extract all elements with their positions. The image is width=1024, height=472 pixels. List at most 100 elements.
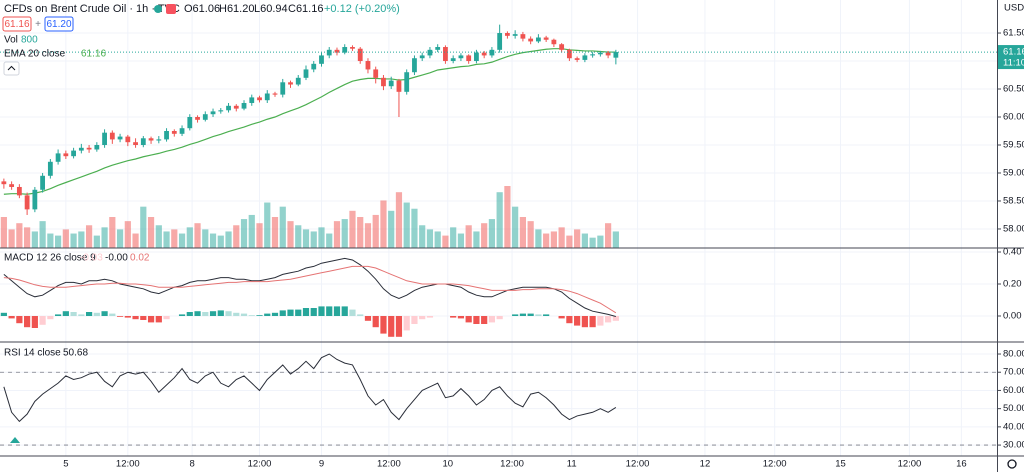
macd-histogram-bar: [395, 316, 403, 337]
flag-icon[interactable]: [166, 4, 176, 14]
macd-histogram-bar: [93, 312, 100, 316]
candle-body: [566, 49, 572, 59]
volume-bar: [271, 217, 279, 248]
candle-body: [466, 55, 472, 62]
macd-histogram-bar: [39, 316, 46, 325]
collapse-button[interactable]: [3, 61, 20, 76]
volume-bar: [109, 217, 116, 248]
candle-body: [404, 72, 410, 92]
macd-histogram-bar: [419, 316, 426, 320]
macd-histogram-bar: [116, 316, 124, 317]
macd-histogram-bar: [101, 311, 108, 316]
macd-histogram-bar: [465, 316, 472, 323]
macd-histogram-bar: [209, 311, 217, 316]
candle-body: [288, 82, 293, 85]
macd-histogram-bar: [450, 316, 457, 318]
x-tick-label: 8: [189, 459, 194, 470]
macd-histogram-bar: [543, 314, 550, 316]
macd-histogram-bar: [62, 311, 69, 316]
bid-box[interactable]: [2, 16, 32, 32]
ask-price: 61.20: [46, 19, 71, 30]
volume-bar: [178, 233, 186, 248]
ema-legend-name: EMA 20 close: [4, 49, 66, 60]
macd-histogram-bar: [597, 316, 604, 326]
volume-legend-value: 800: [21, 35, 38, 46]
candle-body: [350, 47, 355, 49]
macd-histogram-bar: [178, 314, 186, 316]
volume-bar: [605, 223, 612, 248]
macd-histogram-bar: [271, 312, 279, 316]
macd-histogram-bar: [488, 316, 496, 323]
x-tick-label: 11: [567, 459, 577, 470]
macd-histogram-bar: [605, 316, 612, 323]
candle-body: [71, 150, 76, 157]
macd-histogram-bar: [310, 308, 317, 316]
candle-body: [303, 69, 309, 78]
volume-bar: [16, 223, 23, 248]
macd-histogram-bar: [31, 316, 38, 328]
volume-bar: [24, 227, 31, 248]
volume-bar: [527, 221, 534, 248]
volume-bar: [248, 214, 255, 248]
macd-histogram-bar: [519, 313, 527, 316]
y-tick-label: 0.00: [1003, 311, 1022, 322]
candle-body: [334, 49, 340, 53]
volume-bar: [380, 200, 387, 248]
volume-bar: [403, 202, 410, 248]
y-tick-label: 40.00: [1003, 421, 1024, 432]
volume-bar: [31, 231, 38, 248]
candle-body: [388, 80, 394, 87]
volume-bar: [442, 235, 449, 248]
candle-body: [582, 55, 588, 60]
candle-body: [257, 97, 262, 101]
candle-body: [597, 52, 603, 55]
volume-bar: [279, 206, 286, 248]
candle-body: [16, 186, 22, 196]
volume-bar: [47, 233, 54, 248]
candle-body: [63, 153, 69, 157]
candle-body: [140, 138, 146, 145]
volume-bar: [612, 231, 619, 248]
macd-histogram-bar: [16, 316, 23, 324]
alert-icon[interactable]: [10, 437, 20, 443]
candle-body: [443, 47, 448, 62]
candle-body: [412, 58, 417, 73]
candle-body: [133, 142, 138, 145]
candle-body: [319, 55, 324, 64]
macd-histogram-bar: [248, 315, 255, 316]
volume-bar: [465, 225, 472, 248]
ask-box[interactable]: [44, 16, 74, 32]
macd-histogram-bar: [256, 315, 263, 316]
candle-body: [357, 48, 363, 62]
y-tick-label: 60.00: [1003, 385, 1024, 396]
symbol-title[interactable]: CFDs on Brent Crude Oil · 1h · TVC: [4, 3, 180, 15]
volume-bar: [233, 225, 240, 248]
candle-body: [210, 111, 216, 115]
candle-body: [497, 33, 503, 50]
volume-bar: [481, 223, 488, 248]
candle-body: [233, 105, 239, 109]
x-tick-label: 12:00: [763, 459, 787, 470]
candle-body: [164, 130, 169, 140]
volume-bar: [434, 231, 441, 248]
last-price-box: [998, 45, 1024, 70]
candle-body: [264, 93, 270, 101]
readout-close: C61.16: [288, 3, 323, 15]
macd-legend-name: MACD 12 26 close 9: [4, 253, 96, 264]
volume-bar: [341, 219, 348, 248]
candle-body: [226, 105, 231, 111]
x-tick-label: 12:00: [116, 459, 140, 470]
volume-bar: [426, 229, 434, 248]
macd-histogram-bar: [202, 312, 209, 316]
volume-bar: [318, 227, 325, 248]
macd-histogram-bar: [78, 314, 85, 316]
y-tick-label: 61.50: [1003, 28, 1024, 39]
volume-bar: [519, 217, 527, 248]
y-tick-label: 0.40: [1003, 247, 1022, 258]
y-tick-label: 0.20: [1003, 279, 1022, 290]
volume-bar: [8, 229, 15, 248]
candle-body: [458, 55, 464, 59]
volume-bar: [194, 223, 201, 248]
settings-icon[interactable]: [1007, 459, 1017, 469]
macd-legend-signal: 0.02: [130, 253, 150, 264]
